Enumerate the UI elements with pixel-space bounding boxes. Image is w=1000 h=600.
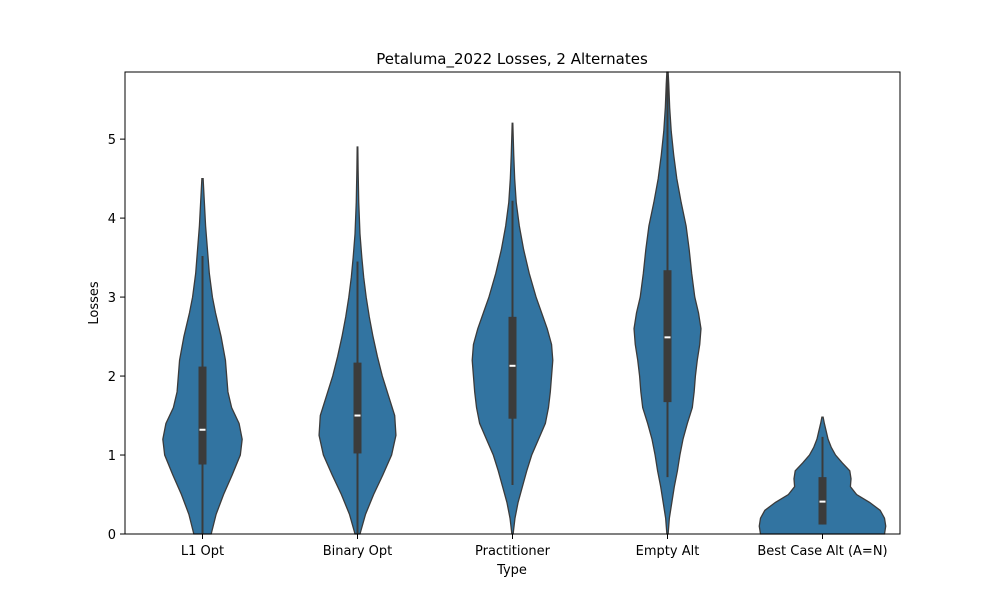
y-tick-label: 0: [108, 528, 116, 543]
y-tick-label: 1: [108, 449, 116, 464]
x-tick-label: L1 Opt: [181, 544, 224, 559]
violin-0: [162, 177, 243, 535]
y-tick-label: 3: [108, 291, 116, 306]
chart-title: Petaluma_2022 Losses, 2 Alternates: [376, 50, 648, 69]
x-tick-label: Binary Opt: [323, 544, 393, 559]
violins-layer: [162, 71, 887, 535]
violin-iqr-box: [353, 362, 362, 454]
violin-4: [758, 416, 887, 535]
violin-3: [633, 71, 702, 535]
y-axis-ticks: 0 1 2 3 4 5: [108, 133, 125, 543]
y-tick-label: 4: [108, 212, 116, 227]
plot-frame: [124, 71, 901, 535]
violin-2: [471, 122, 554, 535]
y-tick-label: 5: [108, 133, 116, 148]
x-tick-label: Practitioner: [475, 544, 551, 559]
violin-iqr-box: [198, 366, 207, 465]
violin-iqr-box: [663, 270, 672, 403]
x-axis-label: Type: [496, 563, 527, 578]
y-axis-label: Losses: [87, 281, 102, 325]
x-axis-ticks: L1 Opt Binary Opt Practitioner Empty Alt Bes…: [181, 534, 888, 559]
y-tick-label: 2: [108, 370, 116, 385]
x-tick-label: Empty Alt: [636, 544, 700, 559]
violin-iqr-box: [508, 316, 517, 419]
x-tick-label: Best Case Alt (A=N): [757, 544, 887, 559]
violin-1: [318, 146, 397, 535]
